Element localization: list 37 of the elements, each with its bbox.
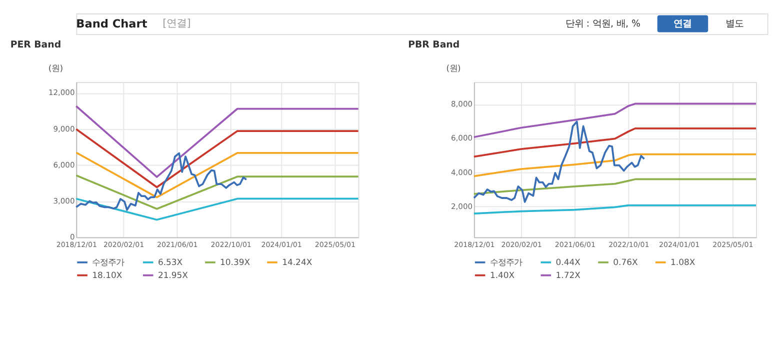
line-series	[473, 102, 758, 138]
text: [연결]	[162, 18, 191, 30]
chart-title: PBR Band	[408, 39, 460, 50]
y-tick-label: 2,000	[451, 202, 473, 211]
y-axis-title: (원)	[446, 63, 461, 74]
legend-label: 14.24X	[282, 257, 312, 268]
y-axis-title: (원)	[48, 63, 64, 74]
legend-label: 수정주가	[490, 257, 522, 268]
legend-label: 수정주가	[92, 257, 124, 268]
line-series	[75, 152, 248, 211]
legend-label: 18.10X	[92, 270, 122, 280]
legend-label: 21.95X	[158, 270, 188, 280]
y-tick-label: 6,000	[451, 134, 473, 143]
line-series	[473, 178, 758, 195]
line-series	[473, 204, 758, 214]
legend-label: 1.08X	[670, 257, 696, 268]
y-tick-label: 6,000	[53, 160, 75, 170]
y-tick-label: 0	[70, 232, 75, 242]
y-tick-label: 8,000	[451, 100, 473, 109]
legend-label: 0.44X	[556, 257, 581, 268]
text: 별도	[725, 18, 744, 30]
chart-title: PER Band	[10, 39, 62, 50]
legend-label: 6.53X	[158, 257, 183, 268]
line-series	[473, 153, 758, 178]
legend-label: 10.39X	[220, 257, 250, 268]
y-tick-label: 9,000	[53, 124, 75, 134]
legend-label: 1.72X	[556, 270, 581, 280]
text: Band Chart	[76, 18, 148, 31]
y-tick-label: 3,000	[53, 196, 75, 206]
legend-label: 1.40X	[490, 270, 515, 280]
text: 단위 : 억원, 배, %	[565, 18, 640, 30]
y-tick-label: 12,000	[48, 88, 75, 98]
line-series	[473, 120, 646, 203]
y-tick-label: 4,000	[451, 168, 473, 177]
line-series	[473, 127, 758, 158]
text: 연결	[674, 18, 692, 30]
legend-label: 0.76X	[613, 257, 638, 268]
